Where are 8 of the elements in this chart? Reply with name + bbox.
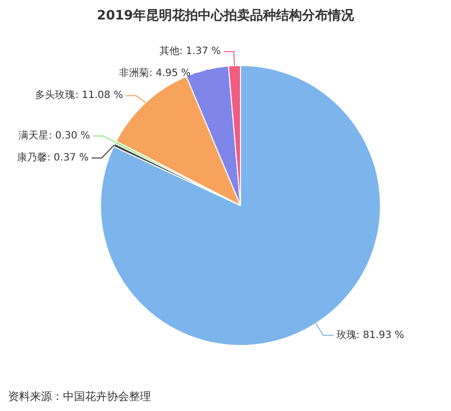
slice-label: 多头玫瑰: 11.08 %	[35, 89, 124, 102]
slice-label: 玫瑰: 81.93 %	[336, 328, 404, 341]
chart-title: 2019年昆明花拍中心拍卖品种结构分布情况	[96, 7, 356, 24]
slice-label: 其他: 1.37 %	[159, 45, 221, 58]
slice-label: 康乃馨: 0.37 %	[17, 152, 89, 164]
slice-label: 满天星: 0.30 %	[18, 130, 90, 142]
text: 资料来源：中国花卉协会整理	[8, 390, 151, 403]
legend-label: 非洲菊: 4.95 %	[119, 67, 191, 80]
